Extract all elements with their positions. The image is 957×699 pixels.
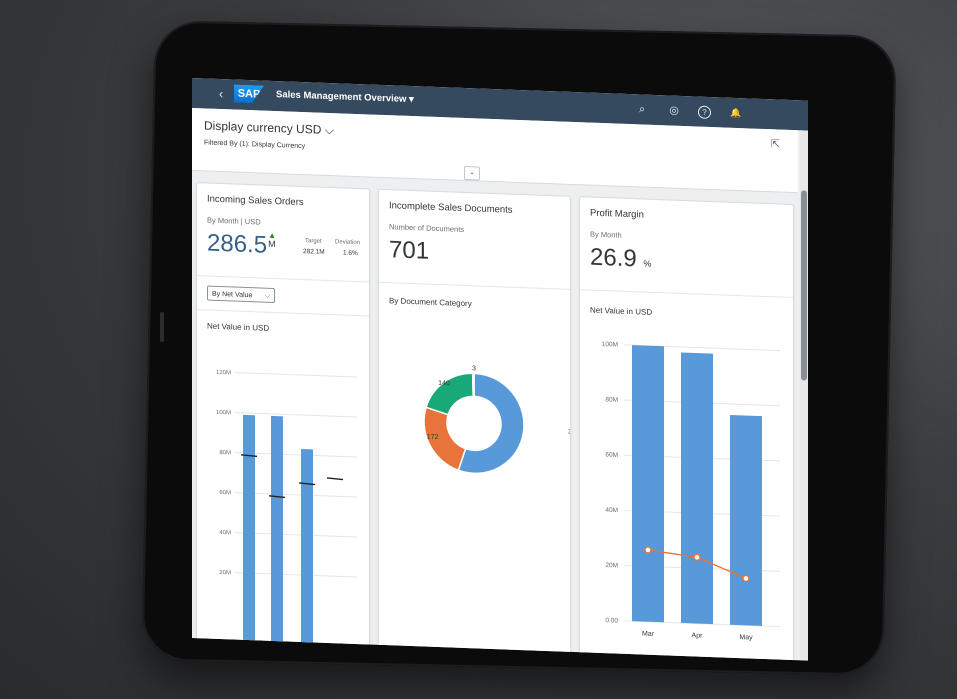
app-title-menu[interactable]: Sales Management Overview ▾: [276, 89, 414, 106]
collapse-header-button[interactable]: ⌄: [464, 165, 480, 181]
document-category-donut: 386 172 140 3: [423, 365, 570, 475]
tablet-side-button: [160, 312, 164, 342]
x-tick-label: Mar: [642, 631, 655, 638]
gridline: [235, 412, 357, 418]
view-select-value: By Net Value: [212, 290, 253, 300]
app-screen: ‹ SAP Sales Management Overview ▾ ⌕ ◎ ? …: [192, 78, 808, 661]
incoming-sales-orders-card[interactable]: Incoming Sales Orders By Month | USD 286…: [196, 182, 370, 661]
bell-icon[interactable]: 🔔: [730, 107, 742, 119]
search-icon[interactable]: ⌕: [638, 103, 646, 116]
gridline: [235, 532, 357, 538]
deviation-value: 1.6%: [343, 249, 358, 258]
bar: [681, 352, 713, 625]
slice-label: 172: [427, 434, 439, 441]
y-tick-label: 40M: [219, 530, 231, 536]
slice-label: 3: [472, 365, 476, 372]
card-divider: [197, 275, 369, 283]
kpi-unit: %: [643, 258, 652, 269]
share-icon[interactable]: ⇱: [770, 138, 780, 151]
scrollbar[interactable]: [800, 130, 808, 661]
y-tick-label: 60M: [605, 452, 618, 459]
kpi-value: 286.5 ▲ M: [207, 230, 276, 261]
y-tick-label: 120M: [216, 370, 231, 377]
net-value-chart: 120M 100M 80M 60M 40M 20M: [216, 370, 357, 656]
x-tick-label: Apr: [692, 632, 704, 639]
margin-point: [693, 553, 701, 561]
scrollbar-thumb[interactable]: [801, 190, 807, 381]
y-tick-label: 0.00: [605, 617, 618, 624]
target-marker: [240, 454, 258, 458]
gridline: [235, 492, 357, 498]
y-tick-label: 80M: [219, 450, 231, 456]
donut-slice: [457, 372, 525, 475]
bar: [632, 345, 664, 623]
display-currency-selector[interactable]: Display currency USD ⌵: [204, 118, 334, 138]
incomplete-sales-documents-card[interactable]: Incomplete Sales Documents Number of Doc…: [378, 188, 571, 661]
gridline: [235, 452, 357, 458]
card-divider: [197, 309, 369, 317]
donut-slice: [471, 372, 475, 398]
bar: [271, 415, 283, 655]
profit-margin-chart: 100M 80M 60M 40M 20M 0.00 Mar Apr May: [602, 341, 780, 642]
copilot-icon[interactable]: ◎: [669, 104, 679, 117]
y-tick-label: 80M: [605, 396, 618, 403]
y-tick-label: 100M: [216, 410, 231, 417]
card-title: Incomplete Sales Documents: [389, 200, 513, 216]
x-tick-label: May: [739, 634, 753, 642]
y-tick-label: 20M: [219, 570, 231, 576]
target-label: Target: [305, 238, 322, 245]
gridline: [235, 572, 357, 578]
profit-margin-card[interactable]: Profit Margin By Month 26.9 % Net Value …: [579, 196, 794, 661]
deviation-label: Deviation: [335, 239, 361, 247]
filter-summary: Filtered By (1): Display Currency: [204, 139, 306, 151]
kpi-unit: M: [268, 238, 276, 250]
kpi-value: 26.9 %: [590, 244, 651, 274]
card-subtitle: By Month | USD: [207, 215, 261, 227]
chart-title: Net Value in USD: [207, 321, 270, 333]
kpi-number: 26.9: [590, 243, 637, 273]
slice-label: 140: [438, 380, 450, 387]
y-tick-label: 20M: [605, 562, 618, 569]
bar: [730, 414, 762, 626]
margin-point: [644, 546, 652, 554]
y-tick-label: 40M: [605, 507, 618, 514]
target-marker: [268, 495, 286, 499]
bar: [301, 448, 313, 656]
card-subtitle: By Month: [590, 229, 622, 240]
target-marker: [298, 482, 316, 486]
card-title: Incoming Sales Orders: [207, 193, 304, 209]
back-button[interactable]: ‹: [218, 85, 224, 102]
target-value: 282.1M: [303, 248, 325, 256]
kpi-number: 286.5: [207, 229, 268, 259]
card-subtitle: Number of Documents: [389, 222, 465, 234]
card-title: Profit Margin: [590, 207, 644, 221]
kpi-value: 701: [389, 236, 430, 265]
slice-label: 386: [568, 429, 570, 436]
bar: [243, 414, 255, 654]
card-divider: [379, 281, 570, 290]
chart-title: By Document Category: [389, 296, 472, 309]
help-icon[interactable]: ?: [698, 105, 711, 120]
y-tick-label: 100M: [602, 341, 618, 349]
chevron-down-icon: ⌵: [264, 292, 270, 300]
margin-point: [742, 574, 750, 583]
y-tick-label: 60M: [219, 490, 231, 496]
chart-title: Net Value in USD: [590, 305, 653, 317]
sap-logo: SAP: [234, 85, 264, 104]
gridline: [235, 372, 357, 378]
donut-slice: [425, 372, 475, 416]
view-select[interactable]: By Net Value ⌵: [207, 285, 275, 304]
target-marker: [326, 477, 344, 481]
card-divider: [580, 289, 793, 299]
